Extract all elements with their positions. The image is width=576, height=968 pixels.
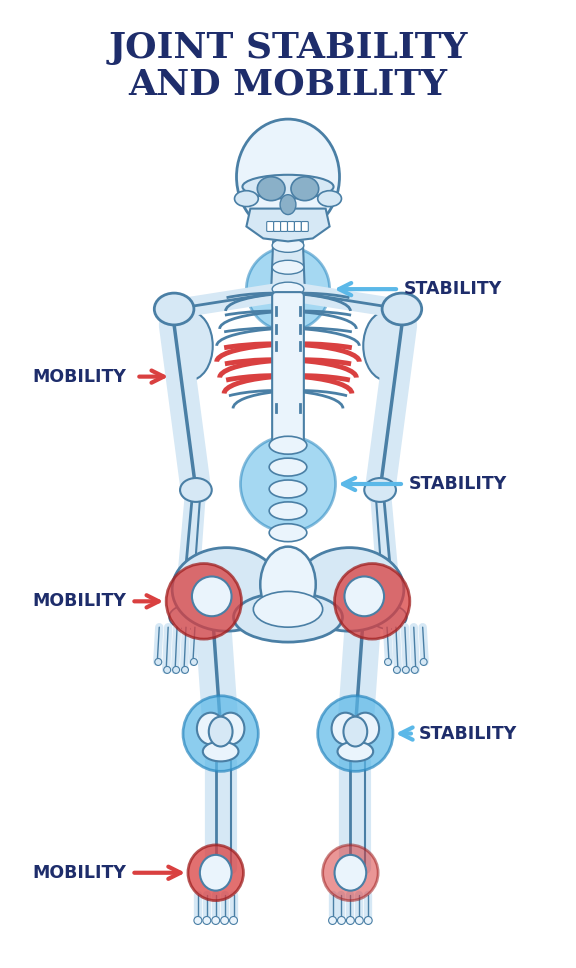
Ellipse shape bbox=[272, 260, 304, 274]
FancyBboxPatch shape bbox=[287, 222, 294, 231]
Ellipse shape bbox=[242, 175, 334, 198]
Ellipse shape bbox=[169, 605, 205, 629]
Circle shape bbox=[191, 658, 198, 665]
Ellipse shape bbox=[165, 311, 213, 380]
Text: STABILITY: STABILITY bbox=[419, 725, 517, 742]
Ellipse shape bbox=[260, 547, 316, 622]
Circle shape bbox=[192, 577, 232, 617]
Ellipse shape bbox=[180, 478, 212, 501]
FancyBboxPatch shape bbox=[274, 222, 281, 231]
Ellipse shape bbox=[343, 716, 367, 746]
Circle shape bbox=[403, 666, 410, 674]
Ellipse shape bbox=[318, 191, 342, 206]
Circle shape bbox=[194, 917, 202, 924]
Circle shape bbox=[323, 845, 378, 900]
Text: STABILITY: STABILITY bbox=[404, 280, 502, 298]
Ellipse shape bbox=[291, 177, 319, 200]
Circle shape bbox=[166, 563, 241, 639]
Ellipse shape bbox=[335, 855, 366, 891]
Ellipse shape bbox=[217, 712, 244, 744]
Circle shape bbox=[364, 917, 372, 924]
Ellipse shape bbox=[233, 592, 343, 642]
Circle shape bbox=[393, 666, 400, 674]
Circle shape bbox=[188, 845, 244, 900]
Ellipse shape bbox=[363, 311, 411, 380]
Ellipse shape bbox=[280, 195, 296, 215]
Ellipse shape bbox=[338, 741, 373, 762]
Polygon shape bbox=[271, 241, 305, 291]
Circle shape bbox=[212, 917, 219, 924]
Circle shape bbox=[328, 917, 336, 924]
Ellipse shape bbox=[371, 605, 407, 629]
Polygon shape bbox=[247, 208, 329, 241]
Ellipse shape bbox=[295, 548, 404, 631]
Ellipse shape bbox=[172, 548, 281, 631]
Ellipse shape bbox=[272, 304, 304, 318]
Circle shape bbox=[183, 696, 258, 771]
Ellipse shape bbox=[197, 712, 225, 744]
Ellipse shape bbox=[154, 293, 194, 325]
Ellipse shape bbox=[382, 293, 422, 325]
Ellipse shape bbox=[269, 458, 307, 476]
Ellipse shape bbox=[272, 282, 304, 296]
FancyBboxPatch shape bbox=[294, 222, 301, 231]
Circle shape bbox=[335, 563, 410, 639]
Text: MOBILITY: MOBILITY bbox=[32, 863, 126, 882]
Text: JOINT STABILITY: JOINT STABILITY bbox=[108, 31, 468, 65]
FancyBboxPatch shape bbox=[267, 222, 274, 231]
Circle shape bbox=[385, 658, 392, 665]
Ellipse shape bbox=[253, 591, 323, 627]
Ellipse shape bbox=[203, 741, 238, 762]
Circle shape bbox=[164, 666, 170, 674]
Circle shape bbox=[344, 577, 384, 617]
Circle shape bbox=[181, 666, 188, 674]
Circle shape bbox=[240, 437, 336, 531]
Circle shape bbox=[203, 917, 211, 924]
Ellipse shape bbox=[364, 478, 396, 501]
Ellipse shape bbox=[272, 238, 304, 253]
Circle shape bbox=[155, 658, 162, 665]
Circle shape bbox=[230, 917, 237, 924]
FancyBboxPatch shape bbox=[301, 222, 308, 231]
Text: MOBILITY: MOBILITY bbox=[32, 592, 126, 610]
Ellipse shape bbox=[332, 712, 359, 744]
Circle shape bbox=[346, 917, 354, 924]
Ellipse shape bbox=[269, 501, 307, 520]
Text: MOBILITY: MOBILITY bbox=[32, 368, 126, 385]
Circle shape bbox=[420, 658, 427, 665]
Ellipse shape bbox=[234, 191, 258, 206]
Circle shape bbox=[338, 917, 346, 924]
Ellipse shape bbox=[200, 855, 232, 891]
Circle shape bbox=[221, 917, 229, 924]
Text: STABILITY: STABILITY bbox=[409, 475, 507, 493]
Ellipse shape bbox=[351, 712, 379, 744]
FancyBboxPatch shape bbox=[272, 292, 304, 444]
Ellipse shape bbox=[269, 524, 307, 542]
Circle shape bbox=[411, 666, 418, 674]
Ellipse shape bbox=[272, 326, 304, 340]
Ellipse shape bbox=[269, 480, 307, 498]
FancyBboxPatch shape bbox=[281, 222, 287, 231]
Circle shape bbox=[355, 917, 363, 924]
Ellipse shape bbox=[257, 177, 285, 200]
Text: AND MOBILITY: AND MOBILITY bbox=[128, 68, 448, 102]
Ellipse shape bbox=[237, 119, 339, 234]
Circle shape bbox=[173, 666, 180, 674]
Ellipse shape bbox=[269, 437, 307, 454]
Circle shape bbox=[247, 248, 329, 331]
Ellipse shape bbox=[209, 716, 233, 746]
Circle shape bbox=[318, 696, 393, 771]
